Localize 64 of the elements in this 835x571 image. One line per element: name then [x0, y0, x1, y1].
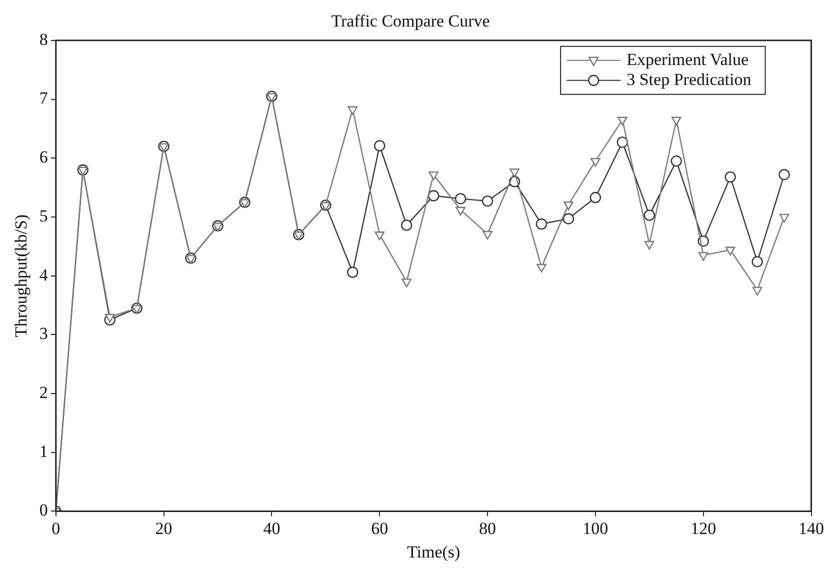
point — [428, 171, 439, 180]
point — [482, 230, 492, 240]
x-tick-label: 120 — [690, 518, 716, 538]
point — [779, 214, 790, 223]
point — [454, 193, 466, 204]
point — [428, 190, 440, 202]
point — [347, 266, 358, 278]
point — [617, 116, 628, 126]
point — [536, 218, 548, 230]
point — [456, 206, 466, 216]
y-tick-label: 2 — [39, 382, 48, 402]
y-tick-label: 4 — [39, 265, 48, 284]
point — [266, 93, 277, 102]
y-tick-label: 3 — [39, 324, 48, 344]
x-tick-label: 100 — [582, 518, 608, 538]
y-tick-label: 1 — [39, 442, 48, 461]
point — [78, 166, 88, 176]
point — [564, 201, 574, 210]
point — [752, 286, 762, 296]
point — [670, 155, 682, 167]
point — [402, 278, 412, 288]
point — [752, 256, 763, 268]
point — [562, 213, 574, 224]
point — [186, 255, 196, 264]
point — [590, 192, 602, 204]
y-tick-label: 0 — [39, 500, 48, 520]
point — [510, 168, 520, 178]
point — [644, 240, 654, 250]
y-tick-label: 8 — [39, 30, 48, 49]
x-tick-label: 20 — [155, 518, 172, 538]
point — [348, 106, 358, 115]
point — [616, 136, 628, 148]
legend-label: Experiment Value — [626, 50, 749, 69]
point — [374, 140, 386, 152]
point — [374, 232, 385, 240]
point — [698, 252, 708, 261]
x-axis-title: Time(s) — [406, 542, 460, 562]
y-tick-label: 6 — [39, 148, 48, 167]
x-tick-label: 60 — [371, 518, 388, 538]
y-tick-label: 5 — [39, 206, 48, 226]
point — [644, 210, 655, 221]
point — [294, 232, 304, 240]
x-tick-label: 80 — [479, 518, 496, 538]
point — [536, 264, 546, 273]
legend-label: 3 Step Predication — [626, 70, 752, 89]
point — [212, 222, 223, 232]
point — [671, 116, 682, 126]
point — [240, 199, 250, 208]
point — [401, 220, 412, 231]
x-tick-label: 140 — [798, 518, 824, 538]
y-tick-label: 7 — [39, 88, 48, 108]
chart-title: Traffic Compare Curve — [331, 12, 490, 31]
x-tick-label: 0 — [52, 518, 60, 538]
point — [725, 246, 736, 256]
point — [158, 143, 169, 152]
point — [320, 202, 331, 211]
point — [724, 171, 736, 183]
point — [590, 158, 600, 167]
point — [104, 314, 115, 323]
point — [482, 195, 494, 207]
point — [132, 305, 142, 314]
x-tick-label: 40 — [263, 518, 280, 538]
point — [778, 168, 790, 180]
y-axis-title: Throughput(kb/S) — [12, 214, 31, 338]
